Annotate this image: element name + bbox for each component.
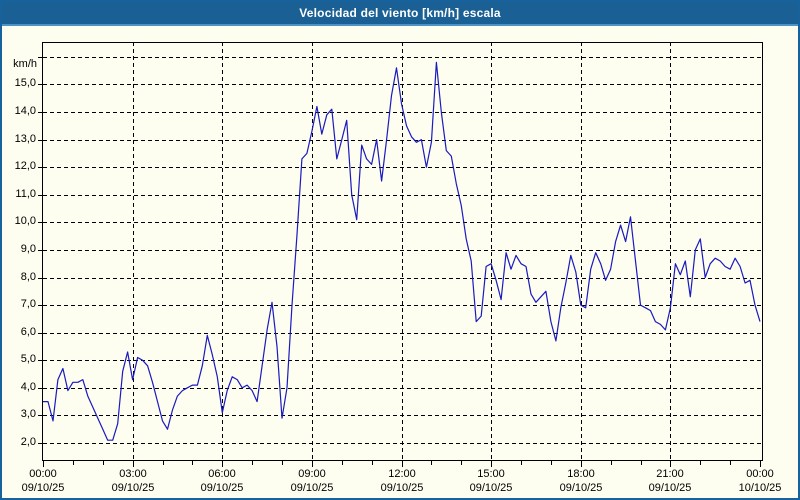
x-tick-time-label: 09:00 (298, 468, 326, 480)
y-tick-label: 8,0 (20, 271, 36, 283)
y-tick-label: 10,0 (14, 215, 36, 227)
window-title: Velocidad del viento [km/h] escala (299, 6, 501, 20)
x-tick-time-label: 21:00 (656, 468, 684, 480)
y-axis-unit-label: km/h (13, 58, 37, 70)
y-tick-label: 4,0 (20, 381, 36, 393)
x-tick-time-label: 18:00 (567, 468, 595, 480)
x-tick-date-label: 09/10/25 (200, 482, 244, 494)
plot-border (42, 42, 763, 461)
x-tick-date-label: 09/10/25 (290, 482, 334, 494)
title-bar: Velocidad del viento [km/h] escala (2, 2, 798, 26)
x-tick-date-label: 09/10/25 (380, 482, 424, 494)
x-tick-time-label: 15:00 (477, 468, 505, 480)
wind-speed-line (43, 61, 761, 441)
x-tick-date-label: 09/10/25 (648, 482, 692, 494)
x-tick-date-label: 09/10/25 (469, 482, 513, 494)
y-tick-label: 11,0 (15, 188, 36, 200)
x-tick-date-label: 09/10/25 (21, 482, 65, 494)
x-tick-time-label: 03:00 (119, 468, 147, 480)
x-tick-time-label: 00:00 (29, 468, 57, 480)
y-tick-label: 15,0 (14, 77, 36, 89)
x-tick-date-label: 09/10/25 (111, 482, 155, 494)
y-tick-label: 7,0 (20, 298, 36, 310)
y-tick-label: 13,0 (14, 133, 36, 145)
chart-canvas (38, 42, 763, 467)
y-tick-label: 12,0 (14, 160, 36, 172)
y-tick-label: 3,0 (20, 408, 36, 420)
y-tick-label: 6,0 (20, 326, 36, 338)
y-tick-label: 5,0 (20, 353, 36, 365)
chart-area: km/h 2,0 3,0 4,0 5,0 6,0 7,0 8,0 9,0 10,0 11,0 12,… (2, 26, 798, 498)
x-tick-time-label: 06:00 (208, 468, 236, 480)
x-tick-time-label: 00:00 (746, 468, 774, 480)
x-tick-date-label: 10/10/25 (738, 482, 782, 494)
y-tick-label: 9,0 (20, 243, 36, 255)
y-tick-label: 14,0 (14, 105, 36, 117)
x-tick-time-label: 12:00 (388, 468, 416, 480)
x-tick-date-label: 09/10/25 (559, 482, 603, 494)
y-tick-label: 2,0 (20, 436, 36, 448)
